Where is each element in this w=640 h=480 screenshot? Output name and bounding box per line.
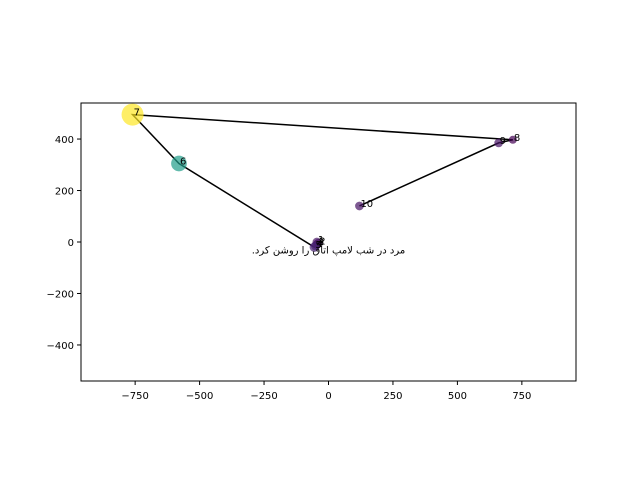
point-label-10: 10	[360, 199, 373, 210]
annotation-text: مرد در شب لامپ اتاق را روشن کرد.	[252, 246, 405, 257]
point-label-5: 5	[315, 240, 321, 251]
y-axis: −400 −200 0 200 400	[47, 135, 81, 352]
point-label-9: 9	[500, 136, 506, 147]
x-tick-label: −750	[121, 391, 148, 402]
point-label-7: 7	[134, 108, 140, 119]
trajectory-line	[130, 113, 513, 249]
point-label-4: 4	[317, 239, 323, 250]
scatter-point-8	[508, 135, 517, 144]
point-label-8: 8	[514, 133, 520, 144]
scatter-point-9	[494, 138, 504, 148]
y-tick-label: 0	[68, 238, 74, 249]
y-tick-label: 400	[55, 135, 74, 146]
y-tick-label: −200	[47, 289, 74, 300]
y-tick-label: −400	[47, 341, 74, 352]
trajectory-polyline	[130, 113, 513, 249]
point-label-6: 6	[180, 156, 186, 167]
x-tick-label: 750	[512, 391, 531, 402]
x-tick-label: 0	[325, 391, 331, 402]
x-tick-label: 250	[383, 391, 402, 402]
scatter-point-6	[171, 155, 187, 172]
x-tick-label: −250	[250, 391, 277, 402]
scatter-point-10	[355, 201, 364, 211]
x-axis: −750 −500 −250 0 250 500 750	[121, 381, 531, 402]
scatter-point-5	[309, 242, 320, 252]
x-tick-label: −500	[186, 391, 213, 402]
point-label-3: 3	[318, 238, 324, 249]
point-label-2: 2	[319, 236, 325, 247]
scatter-points	[121, 103, 517, 252]
y-tick-label: 200	[55, 187, 74, 198]
scatter-point-7	[121, 103, 144, 126]
x-tick-label: 500	[448, 391, 467, 402]
point-label-1: 1	[318, 235, 324, 246]
